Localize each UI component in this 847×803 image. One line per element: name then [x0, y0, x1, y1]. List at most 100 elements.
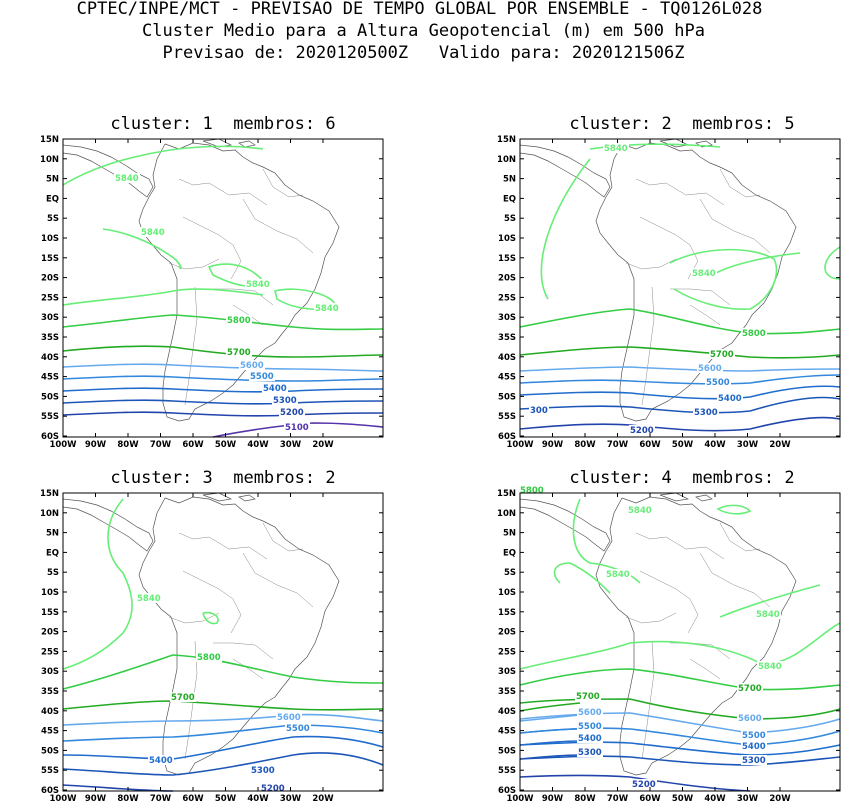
height-contour: [202, 611, 219, 625]
lat-tick-label: 60S: [498, 786, 516, 796]
lat-tick-label: 25S: [498, 647, 516, 657]
contour-label: 5200: [632, 780, 656, 790]
lon-tick-label: 90W: [542, 440, 564, 450]
country-border: [641, 286, 655, 406]
contour-label: 5200: [280, 408, 304, 418]
contour-label: 5840: [628, 506, 652, 516]
lat-tick-label: 40S: [498, 353, 516, 363]
height-contour: [212, 422, 384, 438]
contour-label: 5840: [692, 269, 716, 279]
caribbean-outline: [202, 138, 256, 148]
lat-tick-label: 10N: [497, 155, 516, 165]
contour-label: 5700: [227, 348, 251, 358]
lat-tick-label: 5N: [46, 175, 59, 185]
contour-label: 5840: [606, 570, 630, 580]
map-frame: [519, 492, 841, 792]
lat-tick-label: 10N: [40, 509, 59, 519]
lat-tick-label: 50S: [498, 746, 516, 756]
lat-tick-label: 25S: [41, 293, 59, 303]
lat-tick-label: 5S: [47, 214, 59, 224]
height-contour: [62, 288, 264, 306]
lat-tick-label: 30S: [41, 667, 59, 677]
lat-tick-label: 20S: [41, 628, 59, 638]
contour-label: 5300: [273, 396, 297, 406]
lat-tick-label: 55S: [41, 412, 59, 422]
country-border: [641, 640, 655, 760]
panel-4-title: cluster: 4 membros: 2: [569, 468, 795, 488]
country-border: [242, 198, 314, 254]
contour-label: 5400: [263, 384, 287, 394]
lon-tick-label: 70W: [607, 440, 629, 450]
lon-tick-label: 100W: [506, 440, 534, 450]
forecast-dates: Previsao de: 2020120500Z Valido para: 20…: [162, 43, 685, 63]
lon-tick-label: 100W: [49, 794, 77, 803]
contour-label: 5840: [115, 174, 139, 184]
lon-tick-label: 60W: [639, 794, 661, 803]
height-contour: [62, 700, 384, 711]
lon-tick-label: 80W: [574, 440, 596, 450]
caribbean-outline: [659, 492, 713, 502]
height-contour: [62, 399, 384, 405]
contour-label: 5700: [710, 350, 734, 360]
lon-tick-label: 100W: [506, 794, 534, 803]
contour-label: 5400: [718, 394, 742, 404]
country-border: [639, 216, 699, 280]
lat-tick-label: 40S: [41, 707, 59, 717]
country-border: [699, 552, 771, 608]
lon-tick-label: 50W: [672, 440, 694, 450]
lon-tick-label: 60W: [182, 794, 204, 803]
country-border: [625, 258, 677, 270]
lat-tick-label: 40S: [498, 707, 516, 717]
lon-tick-label: 80W: [117, 794, 139, 803]
height-contour: [62, 724, 384, 742]
lon-tick-label: 40W: [704, 440, 726, 450]
country-border: [639, 570, 699, 634]
contour-label: 5300: [251, 766, 275, 776]
height-contour: [62, 375, 384, 382]
height-contour: [719, 584, 821, 618]
height-contour: [519, 308, 841, 335]
contour-label: 5600: [698, 364, 722, 374]
contour-label: 5600: [578, 708, 602, 718]
lat-tick-label: 45S: [498, 373, 516, 383]
height-contour: [62, 314, 384, 331]
figure-subtitle: Cluster Medio para a Altura Geopotencial…: [142, 21, 705, 41]
lat-tick-label: 40S: [41, 353, 59, 363]
contour-label: 5800: [227, 316, 251, 326]
lat-tick-label: 50S: [41, 392, 59, 402]
height-contour: [519, 385, 841, 400]
lat-tick-label: 20S: [498, 628, 516, 638]
height-contour: [519, 396, 841, 414]
lat-tick-label: 30S: [498, 667, 516, 677]
contour-label: 5700: [171, 693, 195, 703]
height-contour: [62, 735, 384, 760]
lat-tick-label: 10N: [40, 155, 59, 165]
contour-label: 5500: [286, 724, 310, 734]
lat-tick-label: 50S: [498, 392, 516, 402]
height-contour: [62, 752, 384, 776]
height-contour: [519, 754, 581, 760]
lon-tick-label: 70W: [150, 794, 172, 803]
lat-tick-label: 60S: [498, 432, 516, 442]
lat-tick-label: 15S: [498, 254, 516, 264]
panel-1-title: cluster: 1 membros: 6: [110, 114, 336, 134]
country-border: [262, 522, 304, 552]
south-america-outline: [138, 496, 340, 776]
contour-label: 5600: [738, 714, 762, 724]
lon-tick-label: 20W: [769, 440, 791, 450]
contour-label: 5840: [141, 228, 165, 238]
lat-tick-label: 55S: [41, 766, 59, 776]
height-contour: [102, 228, 182, 270]
lat-tick-label: 10S: [41, 234, 59, 244]
country-border: [178, 178, 268, 206]
lon-tick-label: 30W: [280, 794, 302, 803]
height-contour: [519, 755, 841, 766]
panel-3-title: cluster: 3 membros: 2: [110, 468, 336, 488]
lat-tick-label: 50S: [41, 746, 59, 756]
contour-label: 5200: [261, 784, 285, 794]
lon-tick-label: 90W: [85, 794, 107, 803]
country-border: [670, 288, 731, 306]
caribbean-outline: [202, 492, 256, 502]
